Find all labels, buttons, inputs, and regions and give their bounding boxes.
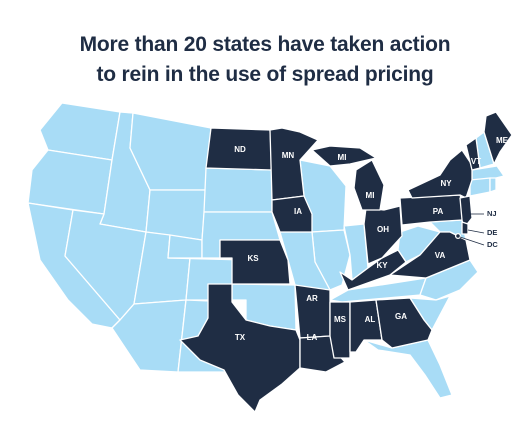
label-dc: DC: [487, 240, 498, 249]
state-ga[interactable]: [375, 297, 433, 349]
state-ny[interactable]: [407, 149, 473, 199]
label-ms: MS: [334, 315, 347, 324]
state-sd: [203, 167, 273, 213]
label-mn: MN: [282, 151, 295, 160]
state-mi-upper[interactable]: [311, 145, 377, 167]
label-nd: ND: [234, 145, 246, 154]
state-labels: ND MN MI MI IA KS TX AR LA MS AL GA KY O…: [234, 136, 508, 342]
label-nj: NJ: [487, 209, 497, 218]
label-de: DE: [487, 228, 497, 237]
label-mi: MI: [366, 191, 375, 200]
state-ri: [489, 177, 497, 193]
state-fl: [363, 339, 453, 399]
state-ms[interactable]: [329, 301, 351, 359]
label-vt: VT: [471, 157, 481, 166]
leader-de: [467, 229, 485, 234]
label-me: ME: [496, 136, 509, 145]
state-me[interactable]: [483, 111, 513, 165]
state-ky[interactable]: [339, 249, 407, 291]
label-al: AL: [365, 315, 376, 324]
label-mi-upper: MI: [338, 153, 347, 162]
label-tx: TX: [235, 333, 246, 342]
label-oh: OH: [377, 225, 389, 234]
states-with-action: [179, 111, 513, 413]
state-de[interactable]: [461, 221, 469, 235]
map-title-line-1: More than 20 states have taken action: [79, 33, 451, 56]
state-ar[interactable]: [294, 284, 331, 339]
label-leaders: [459, 213, 485, 246]
label-pa: PA: [433, 207, 444, 216]
state-ia[interactable]: [271, 195, 313, 233]
state-oh[interactable]: [363, 205, 403, 265]
leader-dc: [459, 236, 485, 246]
label-ga: GA: [395, 312, 407, 321]
state-ct: [469, 177, 491, 197]
map-title-line-2: to rein in the use of spread pricing: [96, 63, 434, 86]
label-ia: IA: [294, 207, 302, 216]
label-va: VA: [435, 251, 446, 260]
label-ny: NY: [440, 179, 452, 188]
state-dc[interactable]: [454, 232, 462, 240]
label-ar: AR: [306, 294, 318, 303]
map-title: More than 20 states have taken action to…: [0, 30, 530, 90]
label-la: LA: [307, 333, 318, 342]
state-vt[interactable]: [465, 137, 481, 171]
label-ky: KY: [376, 261, 388, 270]
state-nj[interactable]: [459, 195, 473, 229]
label-ks: KS: [247, 254, 259, 263]
state-tx[interactable]: [179, 283, 301, 413]
state-mi-lower[interactable]: [353, 159, 385, 211]
state-ks[interactable]: [219, 239, 291, 285]
